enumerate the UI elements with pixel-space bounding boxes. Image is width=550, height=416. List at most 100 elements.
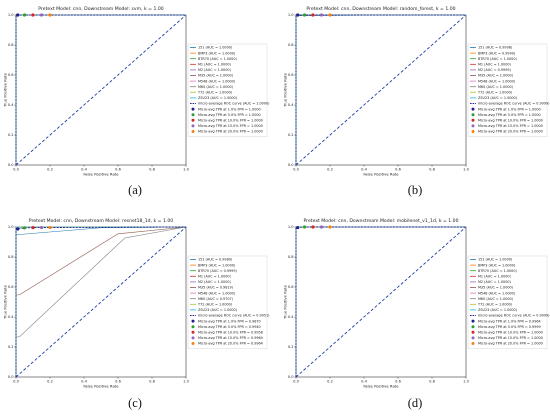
legend-entry: BTR70 (AUC = 1.0000) [198, 57, 237, 61]
legend-entry: M60 (AUC = 1.0000) [478, 85, 514, 89]
operating-point-marker-3 [39, 13, 44, 17]
legend-entry: micro-average ROC curve (AUC = 0.9999) [478, 314, 550, 318]
x-axis-label: False Positive Rate [363, 172, 399, 177]
legend-swatch-marker [191, 342, 195, 345]
legend-entry: Micro-avg TPR at 20.0% FPR = 0.9964 [198, 342, 263, 346]
legend-box [187, 255, 268, 349]
x-tick-label: 0.2 [327, 380, 333, 384]
x-tick-label: 0.2 [47, 168, 53, 172]
chart-title: Pretext Model: cnn, Downstream Model: mo… [303, 218, 458, 224]
x-tick-label: 0.8 [429, 168, 435, 172]
chance-diagonal-line [15, 226, 187, 378]
legend-entry: Micro-avg TPR at 1.0% FPR = 1.0000 [198, 107, 261, 111]
x-tick-label: 0.6 [115, 380, 121, 384]
caption-a: (a) [128, 183, 142, 197]
legend-entry: M35 (AUC = 1.0000) [198, 74, 234, 78]
legend-entry: M2 (AUC = 1.0000) [198, 68, 232, 72]
chart-title: Pretext Model: cnn, Downstream Model: sv… [38, 6, 164, 12]
legend-entry: BTR70 (AUC = 1.0000) [478, 57, 517, 61]
legend-entry: Micro-avg TPR at 5.0% FPR = 0.9940 [198, 325, 261, 329]
legend-entry: BMP3 (AUC = 1.0000) [198, 263, 236, 267]
operating-point-marker-1 [22, 226, 27, 230]
roc-chart: Pretext Model: cnn, Downstream Model: ra… [283, 6, 550, 177]
legend-entry: 151 (AUC = 1.0000) [198, 46, 233, 50]
caption-b: (b) [407, 183, 423, 197]
legend-entry: M1 (AUC = 1.0000) [478, 275, 512, 279]
x-tick-label: 1.0 [463, 380, 469, 384]
legend-swatch-marker [191, 336, 195, 340]
legend-entry: T72 (AUC = 1.0000) [477, 91, 513, 95]
legend-entry: T72 (AUC = 1.0000) [197, 91, 233, 95]
x-tick-label: 0.8 [149, 380, 155, 384]
y-axis-label: True Positive Rate [3, 284, 8, 319]
y-tick-label: 0.4 [288, 315, 294, 319]
roc-chart: Pretext Model: cnn, Downstream Model: re… [3, 218, 271, 389]
caption-c: (c) [128, 396, 142, 410]
operating-point-marker-0 [16, 227, 20, 231]
y-tick-label: 0.8 [8, 43, 14, 47]
y-tick-label: 0.2 [288, 345, 294, 349]
legend-entry: BTR70 (AUC = 1.0000) [478, 269, 517, 273]
y-tick-label: 0.2 [8, 133, 14, 137]
legend-entry: M548 (AUC = 1.0000) [478, 79, 516, 83]
legend-entry: micro-average ROC curve (AUC = 0.9951) [198, 314, 270, 318]
legend-entry: Micro-avg TPR at 20.0% FPR = 1.0000 [478, 342, 543, 346]
x-axis-label: False Positive Rate [83, 384, 119, 389]
x-tick-label: 0.0 [13, 380, 19, 384]
operating-point-marker-3 [39, 225, 44, 230]
x-tick-label: 0.6 [115, 168, 121, 172]
x-tick-label: 1.0 [463, 168, 469, 172]
panel-d: Pretext Model: cnn, Downstream Model: mo… [280, 212, 550, 394]
chart-title: Pretext Model: cnn, Downstream Model: re… [29, 218, 173, 224]
y-tick-label: 1.0 [8, 13, 14, 17]
operating-point-marker-0 [296, 225, 300, 230]
legend-swatch-marker [471, 124, 475, 128]
y-tick-label: 1.0 [8, 225, 14, 229]
legend-entry: Micro-avg TPR at 1.0% FPR = 0.9870 [198, 319, 261, 323]
panel-c: Pretext Model: cnn, Downstream Model: re… [0, 212, 271, 394]
y-tick-label: 1.0 [288, 225, 294, 229]
y-tick-label: 0.6 [288, 73, 294, 77]
legend-entry: M548 (AUC = 1.0000) [198, 79, 236, 83]
legend-entry: M35 (AUC = 1.0000) [478, 74, 514, 78]
operating-point-marker-3 [319, 13, 324, 17]
legend-entry: Micro-avg TPR at 10.0% FPR = 1.0000 [478, 331, 543, 335]
operating-point-marker-4 [48, 225, 52, 230]
y-tick-label: 0.4 [288, 103, 294, 107]
x-tick-label: 0.0 [13, 168, 19, 172]
legend-entry: M2 (AUC = 1.0000) [198, 280, 232, 284]
legend-entry: M548 (AUC = 1.0000) [198, 291, 236, 295]
operating-point-marker-4 [328, 225, 332, 229]
y-axis-label: True Positive Rate [3, 72, 8, 107]
legend-entry: micro-average ROC curve (AUC = 0.9999) [478, 102, 550, 106]
legend-box [467, 43, 548, 137]
operating-point-marker-1 [302, 225, 307, 229]
panel-a: Pretext Model: cnn, Downstream Model: sv… [0, 0, 271, 182]
chance-diagonal-line [295, 226, 467, 378]
legend-swatch-marker [471, 330, 475, 334]
legend-entry: 151 (AUC = 0.9980) [198, 258, 233, 262]
y-tick-label: 0.0 [288, 163, 294, 167]
y-tick-label: 0.0 [288, 375, 294, 379]
legend-entry: Micro-avg TPR at 1.0% FPR = 0.9964 [478, 319, 541, 323]
legend-swatch-marker [471, 336, 475, 340]
legend-swatch-marker [191, 130, 195, 133]
legend-entry: BMP3 (AUC = 1.0000) [478, 263, 516, 267]
legend-entry: Micro-avg TPR at 5.0% FPR = 0.9999 [478, 325, 541, 329]
y-tick-label: 0.0 [8, 163, 14, 167]
legend-entry: M548 (AUC = 1.0000) [478, 291, 516, 295]
x-tick-label: 0.4 [361, 168, 367, 172]
legend-entry: Micro-avg TPR at 15.0% FPR = 1.0000 [198, 124, 263, 128]
legend-swatch-marker [191, 124, 195, 128]
x-tick-label: 0.8 [429, 380, 435, 384]
legend-entry: M35 (AUC = 0.9819) [198, 286, 234, 290]
x-tick-label: 0.0 [293, 168, 299, 172]
legend-swatch-marker [471, 107, 475, 111]
legend-swatch-marker [191, 118, 195, 122]
legend-entry: ZSU23 (AUC = 1.0000) [478, 96, 518, 100]
y-axis-label: True Positive Rate [283, 72, 288, 107]
legend-swatch-marker [191, 319, 195, 323]
operating-point-marker-0 [16, 13, 20, 17]
operating-point-marker-4 [48, 13, 52, 17]
y-tick-label: 0.8 [288, 255, 294, 259]
